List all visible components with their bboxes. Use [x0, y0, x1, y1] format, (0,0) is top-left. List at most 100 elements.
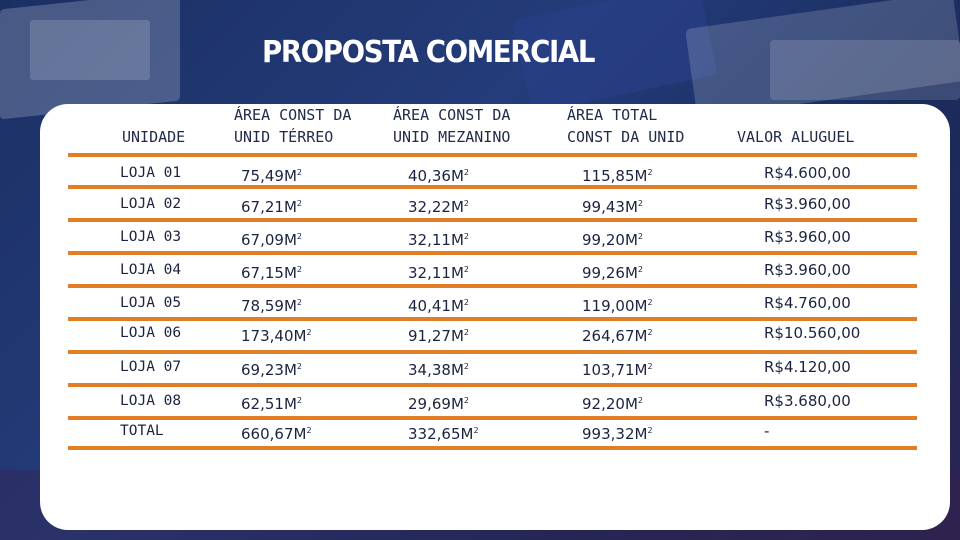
- unit-superscript: 2: [296, 362, 302, 371]
- cell-value: 103,71M: [582, 361, 648, 379]
- cell-aluguel: R$4.120,00: [764, 357, 851, 377]
- background-document-shape: [685, 0, 960, 119]
- cell-value: 78,59M: [241, 297, 297, 315]
- column-header-line: ÁREA TOTAL: [567, 106, 658, 124]
- cell-value: 34,38M: [408, 361, 464, 379]
- column-header-area-terreo: ÁREA CONST DA UNID TÉRREO: [234, 104, 351, 148]
- cell-unidade: LOJA 02: [120, 194, 181, 214]
- column-header-line: UNID MEZANINO: [393, 128, 511, 146]
- cell-value: 92,20M: [582, 395, 638, 413]
- cell-value: 67,15M: [241, 264, 297, 282]
- cell-value: 67,21M: [241, 198, 297, 216]
- cell-value: -: [764, 422, 770, 440]
- unit-superscript: 2: [296, 298, 302, 307]
- cell-terreo: 67,21M2: [241, 194, 302, 217]
- cell-terreo: 62,51M2: [241, 391, 302, 414]
- cell-unidade: LOJA 01: [120, 163, 181, 183]
- cell-aluguel: R$4.600,00: [764, 163, 851, 183]
- cell-value: 332,65M: [408, 425, 474, 443]
- row-divider: [68, 251, 917, 255]
- cell-value: 40,41M: [408, 297, 464, 315]
- proposal-table-card: UNIDADE ÁREA CONST DA UNID TÉRREO ÁREA C…: [40, 104, 950, 530]
- cell-total: 264,67M2: [582, 323, 653, 346]
- background-document-shape: [0, 0, 180, 120]
- unit-superscript: 2: [647, 298, 653, 307]
- cell-aluguel: R$10.560,00: [764, 323, 860, 343]
- unit-superscript: 2: [463, 265, 469, 274]
- unit-superscript: 2: [647, 168, 653, 177]
- cell-value: LOJA 07: [120, 359, 182, 375]
- cell-mezanino: 40,41M2: [408, 293, 469, 316]
- page-title: PROPOSTA COMERCIAL: [262, 35, 595, 70]
- cell-value: TOTAL: [120, 423, 164, 439]
- cell-terreo: 67,15M2: [241, 260, 302, 283]
- cell-value: 29,69M: [408, 395, 464, 413]
- column-header-unidade: UNIDADE: [122, 126, 185, 148]
- unit-superscript: 2: [637, 199, 643, 208]
- cell-total: 99,43M2: [582, 194, 643, 217]
- cell-value: 32,11M: [408, 231, 464, 249]
- cell-value: 32,11M: [408, 264, 464, 282]
- unit-superscript: 2: [296, 396, 302, 405]
- cell-value: LOJA 04: [120, 262, 182, 278]
- cell-mezanino: 332,65M2: [408, 421, 479, 444]
- cell-value: LOJA 06: [120, 325, 182, 341]
- cell-value: 173,40M: [241, 327, 307, 345]
- unit-superscript: 2: [463, 396, 469, 405]
- unit-superscript: 2: [306, 328, 312, 337]
- column-header-line: UNIDADE: [122, 128, 186, 146]
- cell-value: R$3.960,00: [764, 195, 851, 213]
- cell-value: R$3.960,00: [764, 261, 851, 279]
- cell-value: LOJA 01: [120, 165, 182, 181]
- cell-mezanino: 32,22M2: [408, 194, 469, 217]
- row-divider: [68, 153, 917, 157]
- cell-unidade: LOJA 04: [120, 260, 181, 280]
- cell-value: R$4.120,00: [764, 358, 851, 376]
- cell-unidade: LOJA 03: [120, 227, 181, 247]
- column-header-line: VALOR ALUGUEL: [737, 128, 855, 146]
- cell-value: R$3.680,00: [764, 392, 851, 410]
- unit-superscript: 2: [463, 298, 469, 307]
- unit-superscript: 2: [637, 265, 643, 274]
- cell-total: 993,32M2: [582, 421, 653, 444]
- cell-value: 75,49M: [241, 167, 297, 185]
- cell-value: R$4.760,00: [764, 294, 851, 312]
- cell-value: LOJA 08: [120, 393, 182, 409]
- cell-aluguel: R$3.960,00: [764, 227, 851, 247]
- cell-total: 99,26M2: [582, 260, 643, 283]
- unit-superscript: 2: [463, 362, 469, 371]
- cell-aluguel: R$3.960,00: [764, 260, 851, 280]
- column-header-line: ÁREA CONST DA: [234, 106, 352, 124]
- cell-terreo: 69,23M2: [241, 357, 302, 380]
- row-divider: [68, 446, 917, 450]
- cell-aluguel: R$3.680,00: [764, 391, 851, 411]
- cell-value: 264,67M: [582, 327, 648, 345]
- background-document-shape: [30, 20, 150, 80]
- unit-superscript: 2: [296, 168, 302, 177]
- unit-superscript: 2: [647, 328, 653, 337]
- row-divider: [68, 383, 917, 387]
- column-header-valor-aluguel: VALOR ALUGUEL: [737, 126, 854, 148]
- cell-value: LOJA 02: [120, 196, 182, 212]
- cell-value: 69,23M: [241, 361, 297, 379]
- cell-terreo: 78,59M2: [241, 293, 302, 316]
- cell-mezanino: 29,69M2: [408, 391, 469, 414]
- column-header-area-total: ÁREA TOTAL CONST DA UNID: [567, 104, 684, 148]
- unit-superscript: 2: [637, 396, 643, 405]
- unit-superscript: 2: [463, 232, 469, 241]
- cell-unidade: LOJA 07: [120, 357, 181, 377]
- cell-terreo: 75,49M2: [241, 163, 302, 186]
- cell-value: 32,22M: [408, 198, 464, 216]
- cell-value: 99,26M: [582, 264, 638, 282]
- unit-superscript: 2: [296, 232, 302, 241]
- row-divider: [68, 218, 917, 222]
- cell-value: R$4.600,00: [764, 164, 851, 182]
- cell-unidade: LOJA 06: [120, 323, 181, 343]
- cell-total: 99,20M2: [582, 227, 643, 250]
- cell-mezanino: 32,11M2: [408, 227, 469, 250]
- unit-superscript: 2: [463, 328, 469, 337]
- cell-total: 115,85M2: [582, 163, 653, 186]
- cell-unidade: LOJA 05: [120, 293, 181, 313]
- cell-value: 62,51M: [241, 395, 297, 413]
- cell-mezanino: 40,36M2: [408, 163, 469, 186]
